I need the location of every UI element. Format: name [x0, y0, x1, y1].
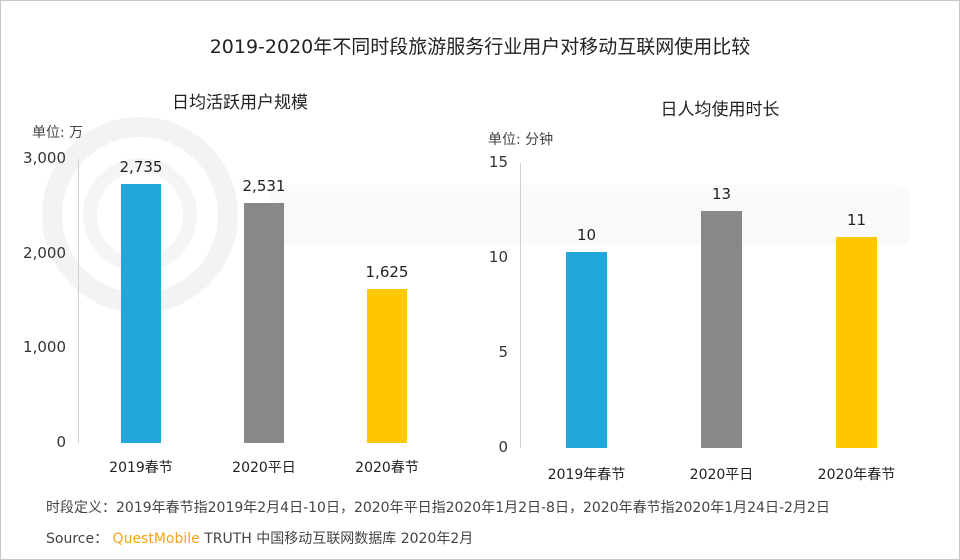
unit-label: 单位: 万 — [32, 125, 84, 141]
y-axis-line — [78, 159, 79, 443]
y-tick-label: 0 — [498, 438, 508, 456]
source-brand: QuestMobile — [112, 531, 200, 547]
page-title: 2019-2020年不同时段旅游服务行业用户对移动互联网使用比较 — [209, 36, 751, 58]
value-label: 13 — [711, 184, 732, 203]
bar — [566, 252, 607, 448]
watermark-logo — [42, 117, 910, 313]
source-rest: TRUTH 中国移动互联网数据库 2020年2月 — [204, 531, 474, 547]
unit-label: 单位: 分钟 — [488, 132, 554, 148]
category-label: 2020平日 — [689, 467, 754, 483]
y-tick-label: 15 — [488, 153, 508, 171]
value-label: 11 — [846, 211, 867, 230]
chart-title: 日人均使用时长 — [660, 100, 780, 120]
y-tick-label: 1,000 — [23, 338, 66, 357]
y-tick-label: 0 — [56, 433, 66, 451]
bar — [244, 203, 284, 443]
value-label: 2,531 — [242, 177, 286, 196]
bar — [701, 210, 742, 448]
y-tick-label: 10 — [488, 248, 508, 266]
y-tick-label: 5 — [498, 343, 508, 361]
category-label: 2020年春节 — [817, 467, 896, 483]
value-label: 10 — [576, 226, 597, 245]
bar — [121, 184, 161, 443]
source-prefix: Source： — [46, 531, 109, 547]
chart-title: 日均活跃用户规模 — [172, 93, 308, 113]
value-label: 1,625 — [365, 263, 409, 282]
category-label: 2020平日 — [232, 460, 296, 476]
category-label: 2019年春节 — [547, 467, 626, 483]
category-label: 2019春节 — [109, 460, 173, 476]
footer-source: Source： QuestMobile TRUTH 中国移动互联网数据库 202… — [46, 528, 473, 548]
bar — [836, 237, 877, 448]
footer-definition: 时段定义：2019年春节指2019年2月4日-10日，2020年平日指2020年… — [46, 500, 830, 516]
y-axis-line — [520, 163, 521, 448]
category-label: 2020春节 — [355, 460, 419, 476]
value-label: 2,735 — [119, 158, 163, 177]
bar — [367, 289, 407, 443]
y-tick-label: 3,000 — [23, 149, 66, 167]
y-tick-label: 2,000 — [23, 243, 66, 262]
